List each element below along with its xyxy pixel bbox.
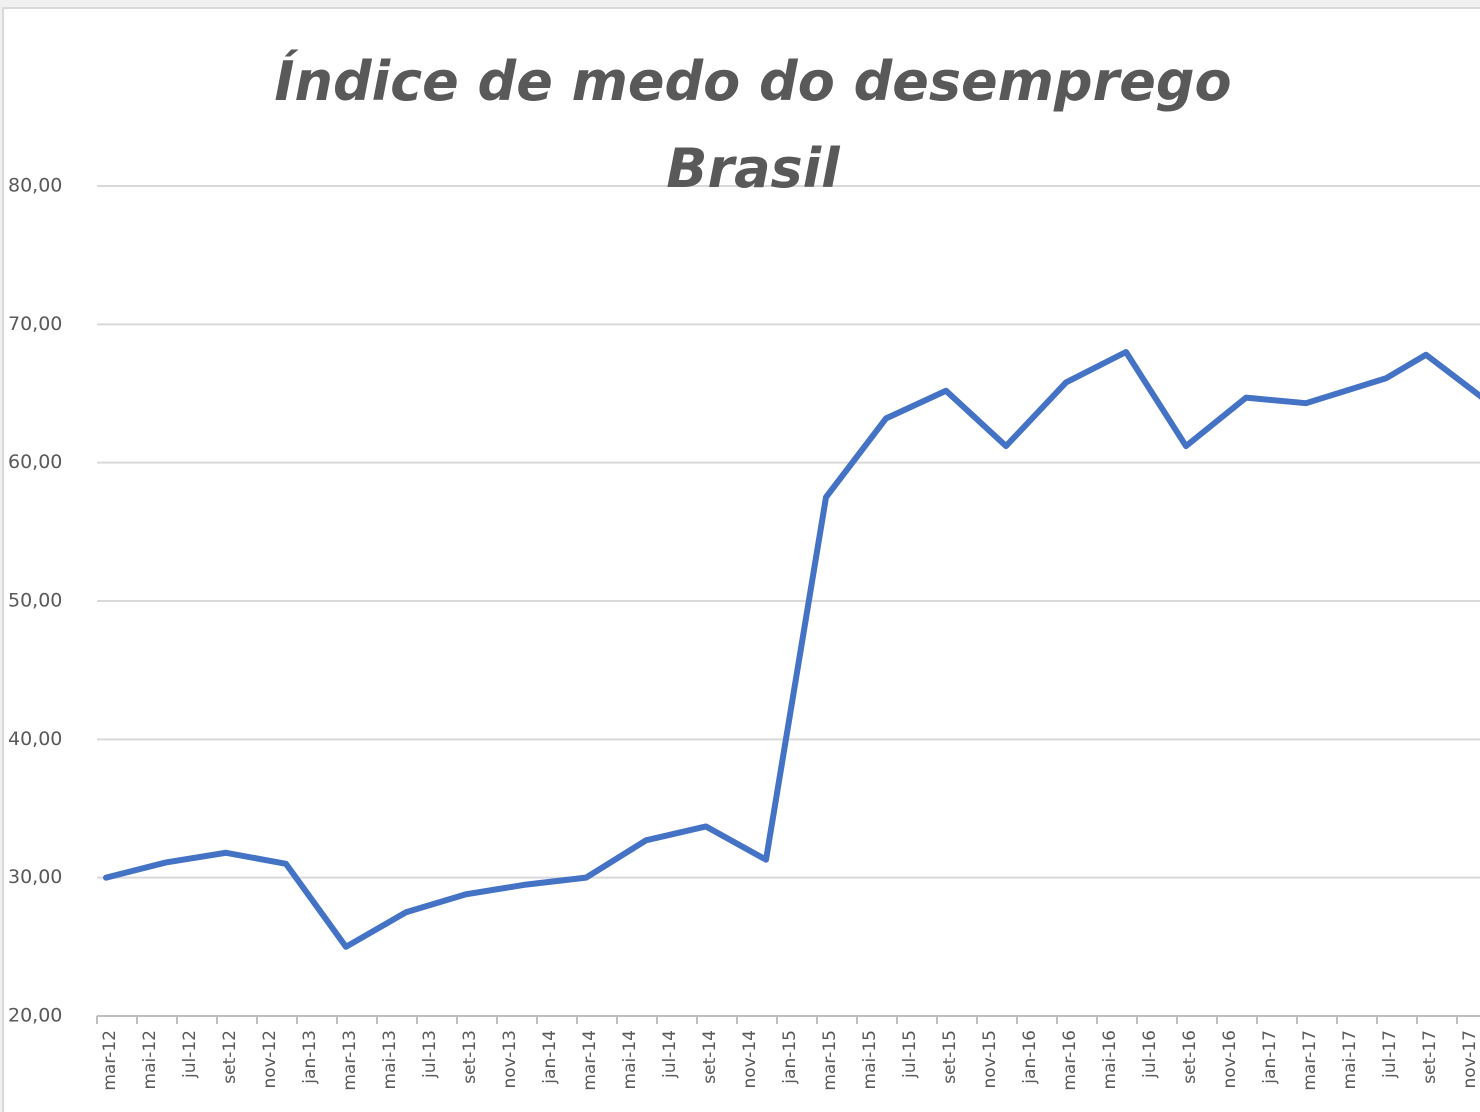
x-tick-label: set-16: [1180, 1030, 1200, 1084]
y-tick-label: 20,00: [8, 1005, 62, 1027]
chart-title: Índice de medo do desemprego: [274, 50, 1231, 113]
grid: [96, 185, 1480, 1024]
x-tick-label: jan-15: [780, 1030, 800, 1085]
x-tick-label: nov-13: [500, 1030, 520, 1089]
x-tick-label: nov-15: [980, 1030, 1000, 1089]
x-tick-label: jan-16: [1020, 1030, 1040, 1085]
x-tick-label: mai-15: [860, 1030, 880, 1089]
x-tick-label: mar-16: [1060, 1030, 1080, 1091]
x-tick-label: jan-14: [540, 1030, 560, 1085]
x-tick-label: nov-16: [1220, 1030, 1240, 1089]
y-tick-label: 60,00: [8, 451, 62, 473]
x-tick-label: jul-12: [180, 1030, 200, 1079]
x-tick-label: jan-13: [300, 1030, 320, 1085]
x-tick-label: mai-16: [1100, 1030, 1120, 1089]
x-tick-label: set-14: [700, 1030, 720, 1084]
plot-area: [103, 349, 1480, 950]
x-tick-label: set-15: [940, 1030, 960, 1084]
chart-frame: [2, 7, 1480, 1112]
y-tick-label: 30,00: [8, 866, 62, 888]
x-tick-label: jul-14: [660, 1030, 680, 1079]
data-line: [103, 349, 1480, 950]
x-tick-label: mar-14: [580, 1030, 600, 1091]
x-tick-label: nov-14: [740, 1030, 760, 1089]
y-tick-label: 70,00: [8, 313, 62, 335]
x-tick-label: mar-17: [1300, 1030, 1320, 1091]
y-tick-label: 50,00: [8, 590, 62, 612]
x-tick-label: mai-12: [140, 1030, 160, 1089]
x-tick-label: jul-15: [900, 1030, 920, 1079]
x-tick-label: nov-12: [260, 1030, 280, 1089]
x-tick-label: set-13: [460, 1030, 480, 1084]
chart-subtitle: Brasil: [666, 137, 841, 200]
x-tick-label: mar-13: [340, 1030, 360, 1091]
x-tick-label: mar-12: [100, 1030, 120, 1091]
x-tick-label: mar-15: [820, 1030, 840, 1091]
x-tick-label: mai-14: [620, 1030, 640, 1089]
x-tick-label: jan-17: [1260, 1030, 1280, 1085]
x-tick-label: mai-17: [1340, 1030, 1360, 1089]
y-tick-label: 40,00: [8, 728, 62, 750]
x-tick-label: jul-13: [420, 1030, 440, 1079]
x-tick-label: set-17: [1420, 1030, 1440, 1084]
x-tick-label: jul-16: [1140, 1030, 1160, 1079]
x-tick-label: set-12: [220, 1030, 240, 1084]
x-tick-label: nov-17: [1460, 1030, 1480, 1089]
x-tick-label: jul-17: [1380, 1030, 1400, 1079]
y-tick-label: 80,00: [8, 175, 62, 197]
x-tick-label: mai-13: [380, 1030, 400, 1089]
